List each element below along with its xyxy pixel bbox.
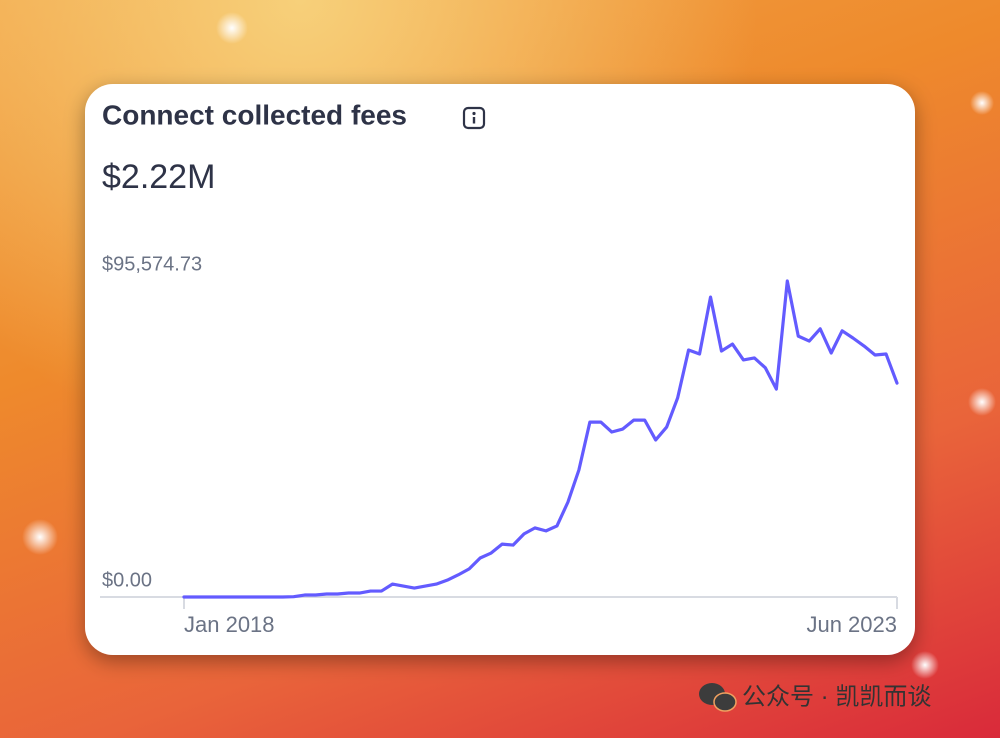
sparkle (216, 12, 248, 44)
total-value: $2.22M (102, 158, 215, 196)
chart-title: Connect collected fees (102, 99, 407, 130)
info-icon[interactable] (462, 106, 486, 130)
watermark: 公众号 · 凯凯而谈 (699, 683, 931, 712)
data-line (182, 279, 899, 599)
sparkle (968, 388, 996, 416)
x-tick-label: Jan 2018 (184, 612, 275, 637)
y-tick-label: $95,574.73 (102, 253, 202, 275)
card (85, 84, 915, 655)
y-tick-label: $0.00 (102, 569, 152, 591)
sparkle (911, 651, 939, 679)
sparkle (970, 91, 994, 115)
watermark-text: 公众号 · 凯凯而谈 (742, 683, 931, 710)
x-tick-label: Jun 2023 (806, 612, 897, 637)
sparkle (22, 519, 58, 555)
